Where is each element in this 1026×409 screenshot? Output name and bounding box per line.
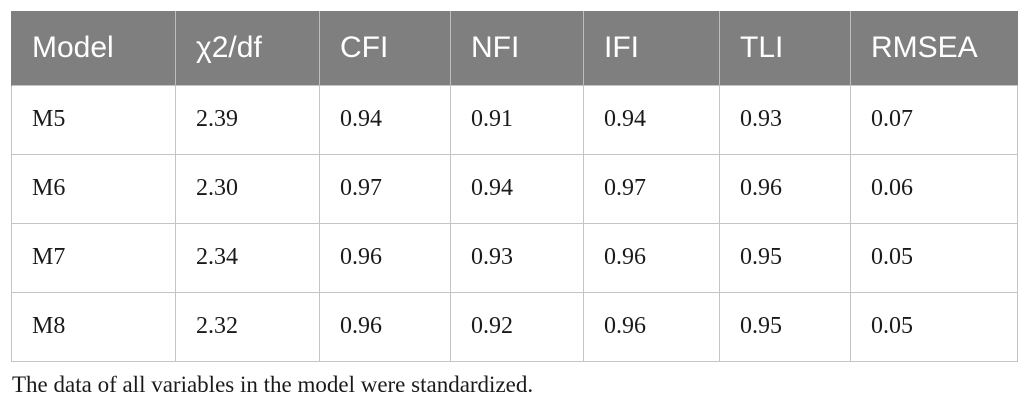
cell-nfi: 0.94 (450, 153, 584, 224)
cell-model: M6 (11, 153, 176, 224)
cell-model: M8 (11, 291, 176, 362)
table-row: M8 2.32 0.96 0.92 0.96 0.95 0.05 (11, 291, 1018, 362)
cell-cfi: 0.94 (319, 84, 451, 155)
table-footnote: The data of all variables in the model w… (12, 372, 534, 397)
cell-ifi: 0.96 (583, 222, 720, 293)
cell-chi2-df: 2.39 (175, 84, 320, 155)
header-ifi: IFI (583, 11, 720, 85)
fit-indices-table-container: Model χ2/df CFI NFI IFI TLI RMSEA M5 2.3… (11, 11, 1018, 362)
fit-indices-table: Model χ2/df CFI NFI IFI TLI RMSEA M5 2.3… (11, 11, 1018, 362)
cell-nfi: 0.91 (450, 84, 584, 155)
cell-chi2-df: 2.34 (175, 222, 320, 293)
header-tli: TLI (719, 11, 851, 85)
cell-ifi: 0.94 (583, 84, 720, 155)
cell-rmsea: 0.06 (850, 153, 1018, 224)
cell-ifi: 0.97 (583, 153, 720, 224)
header-cfi: CFI (319, 11, 451, 85)
header-model: Model (11, 11, 176, 85)
cell-model: M7 (11, 222, 176, 293)
cell-nfi: 0.92 (450, 291, 584, 362)
cell-ifi: 0.96 (583, 291, 720, 362)
cell-tli: 0.95 (719, 291, 851, 362)
header-row: Model χ2/df CFI NFI IFI TLI RMSEA (11, 11, 1018, 85)
cell-chi2-df: 2.30 (175, 153, 320, 224)
cell-cfi: 0.97 (319, 153, 451, 224)
header-nfi: NFI (450, 11, 584, 85)
cell-nfi: 0.93 (450, 222, 584, 293)
cell-tli: 0.95 (719, 222, 851, 293)
cell-rmsea: 0.07 (850, 84, 1018, 155)
table-row: M7 2.34 0.96 0.93 0.96 0.95 0.05 (11, 222, 1018, 293)
cell-tli: 0.96 (719, 153, 851, 224)
cell-rmsea: 0.05 (850, 222, 1018, 293)
cell-cfi: 0.96 (319, 291, 451, 362)
cell-model: M5 (11, 84, 176, 155)
cell-rmsea: 0.05 (850, 291, 1018, 362)
cell-tli: 0.93 (719, 84, 851, 155)
cell-cfi: 0.96 (319, 222, 451, 293)
cell-chi2-df: 2.32 (175, 291, 320, 362)
table-row: M6 2.30 0.97 0.94 0.97 0.96 0.06 (11, 153, 1018, 224)
header-rmsea: RMSEA (850, 11, 1018, 85)
table-row: M5 2.39 0.94 0.91 0.94 0.93 0.07 (11, 84, 1018, 155)
header-chi2-df: χ2/df (175, 11, 320, 85)
